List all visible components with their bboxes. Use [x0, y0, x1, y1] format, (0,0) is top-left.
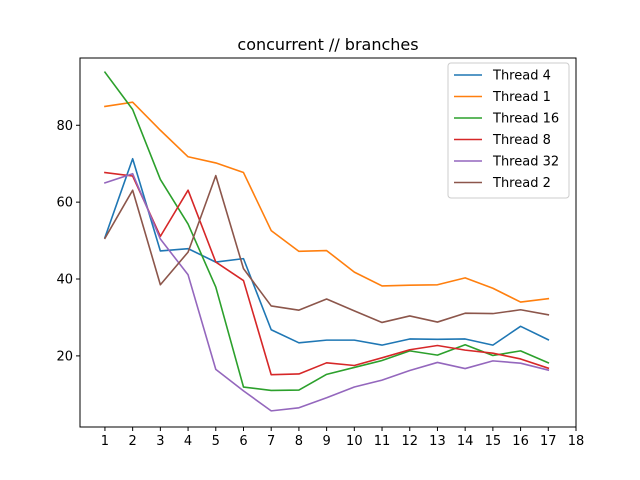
x-tick-label: 2 — [129, 434, 137, 449]
x-tick-label: 12 — [401, 434, 418, 449]
x-tick-label: 9 — [322, 434, 330, 449]
x-tick-label: 10 — [346, 434, 363, 449]
series-line-thread-8 — [104, 171, 550, 376]
y-axis: 20 40 60 80 — [56, 119, 80, 364]
legend-label: Thread 4 — [492, 69, 551, 84]
y-tick-label: 20 — [56, 349, 73, 364]
series-line-thread-1 — [104, 101, 550, 303]
x-tick-label: 18 — [568, 434, 585, 449]
legend-label: Thread 8 — [492, 133, 551, 148]
x-tick-label: 13 — [429, 434, 446, 449]
plot-lines — [103, 71, 550, 412]
legend-label: Thread 16 — [492, 112, 559, 127]
x-tick-label: 7 — [267, 434, 275, 449]
chart-title: concurrent // branches — [237, 35, 418, 54]
y-tick-label: 40 — [56, 273, 73, 288]
plot-frame — [79, 57, 577, 428]
series-line-thread-16 — [103, 71, 550, 392]
x-tick-label: 11 — [374, 434, 391, 449]
x-tick-label: 15 — [485, 434, 502, 449]
x-tick-label: 6 — [239, 434, 247, 449]
y-tick-label: 80 — [56, 119, 73, 134]
x-tick-label: 1 — [101, 434, 109, 449]
series-line-thread-4 — [103, 157, 550, 346]
series-line-thread-2 — [103, 174, 550, 324]
legend: Thread 4 Thread 1 Thread 16 Thread 8 Thread … — [447, 62, 570, 199]
legend-label: Thread 1 — [492, 90, 551, 105]
x-axis: 1 2 3 4 5 6 7 8 9 10 11 12 13 14 15 16 17 18 — [101, 427, 584, 449]
x-tick-label: 3 — [156, 434, 164, 449]
legend-label: Thread 2 — [492, 176, 551, 191]
x-tick-label: 17 — [540, 434, 557, 449]
x-tick-label: 5 — [212, 434, 220, 449]
x-tick-label: 8 — [295, 434, 303, 449]
x-tick-label: 16 — [512, 434, 529, 449]
legend-label: Thread 32 — [492, 155, 559, 170]
x-tick-label: 4 — [184, 434, 192, 449]
x-tick-label: 14 — [457, 434, 474, 449]
y-tick-label: 60 — [56, 196, 73, 211]
series-line-thread-32 — [103, 172, 550, 412]
